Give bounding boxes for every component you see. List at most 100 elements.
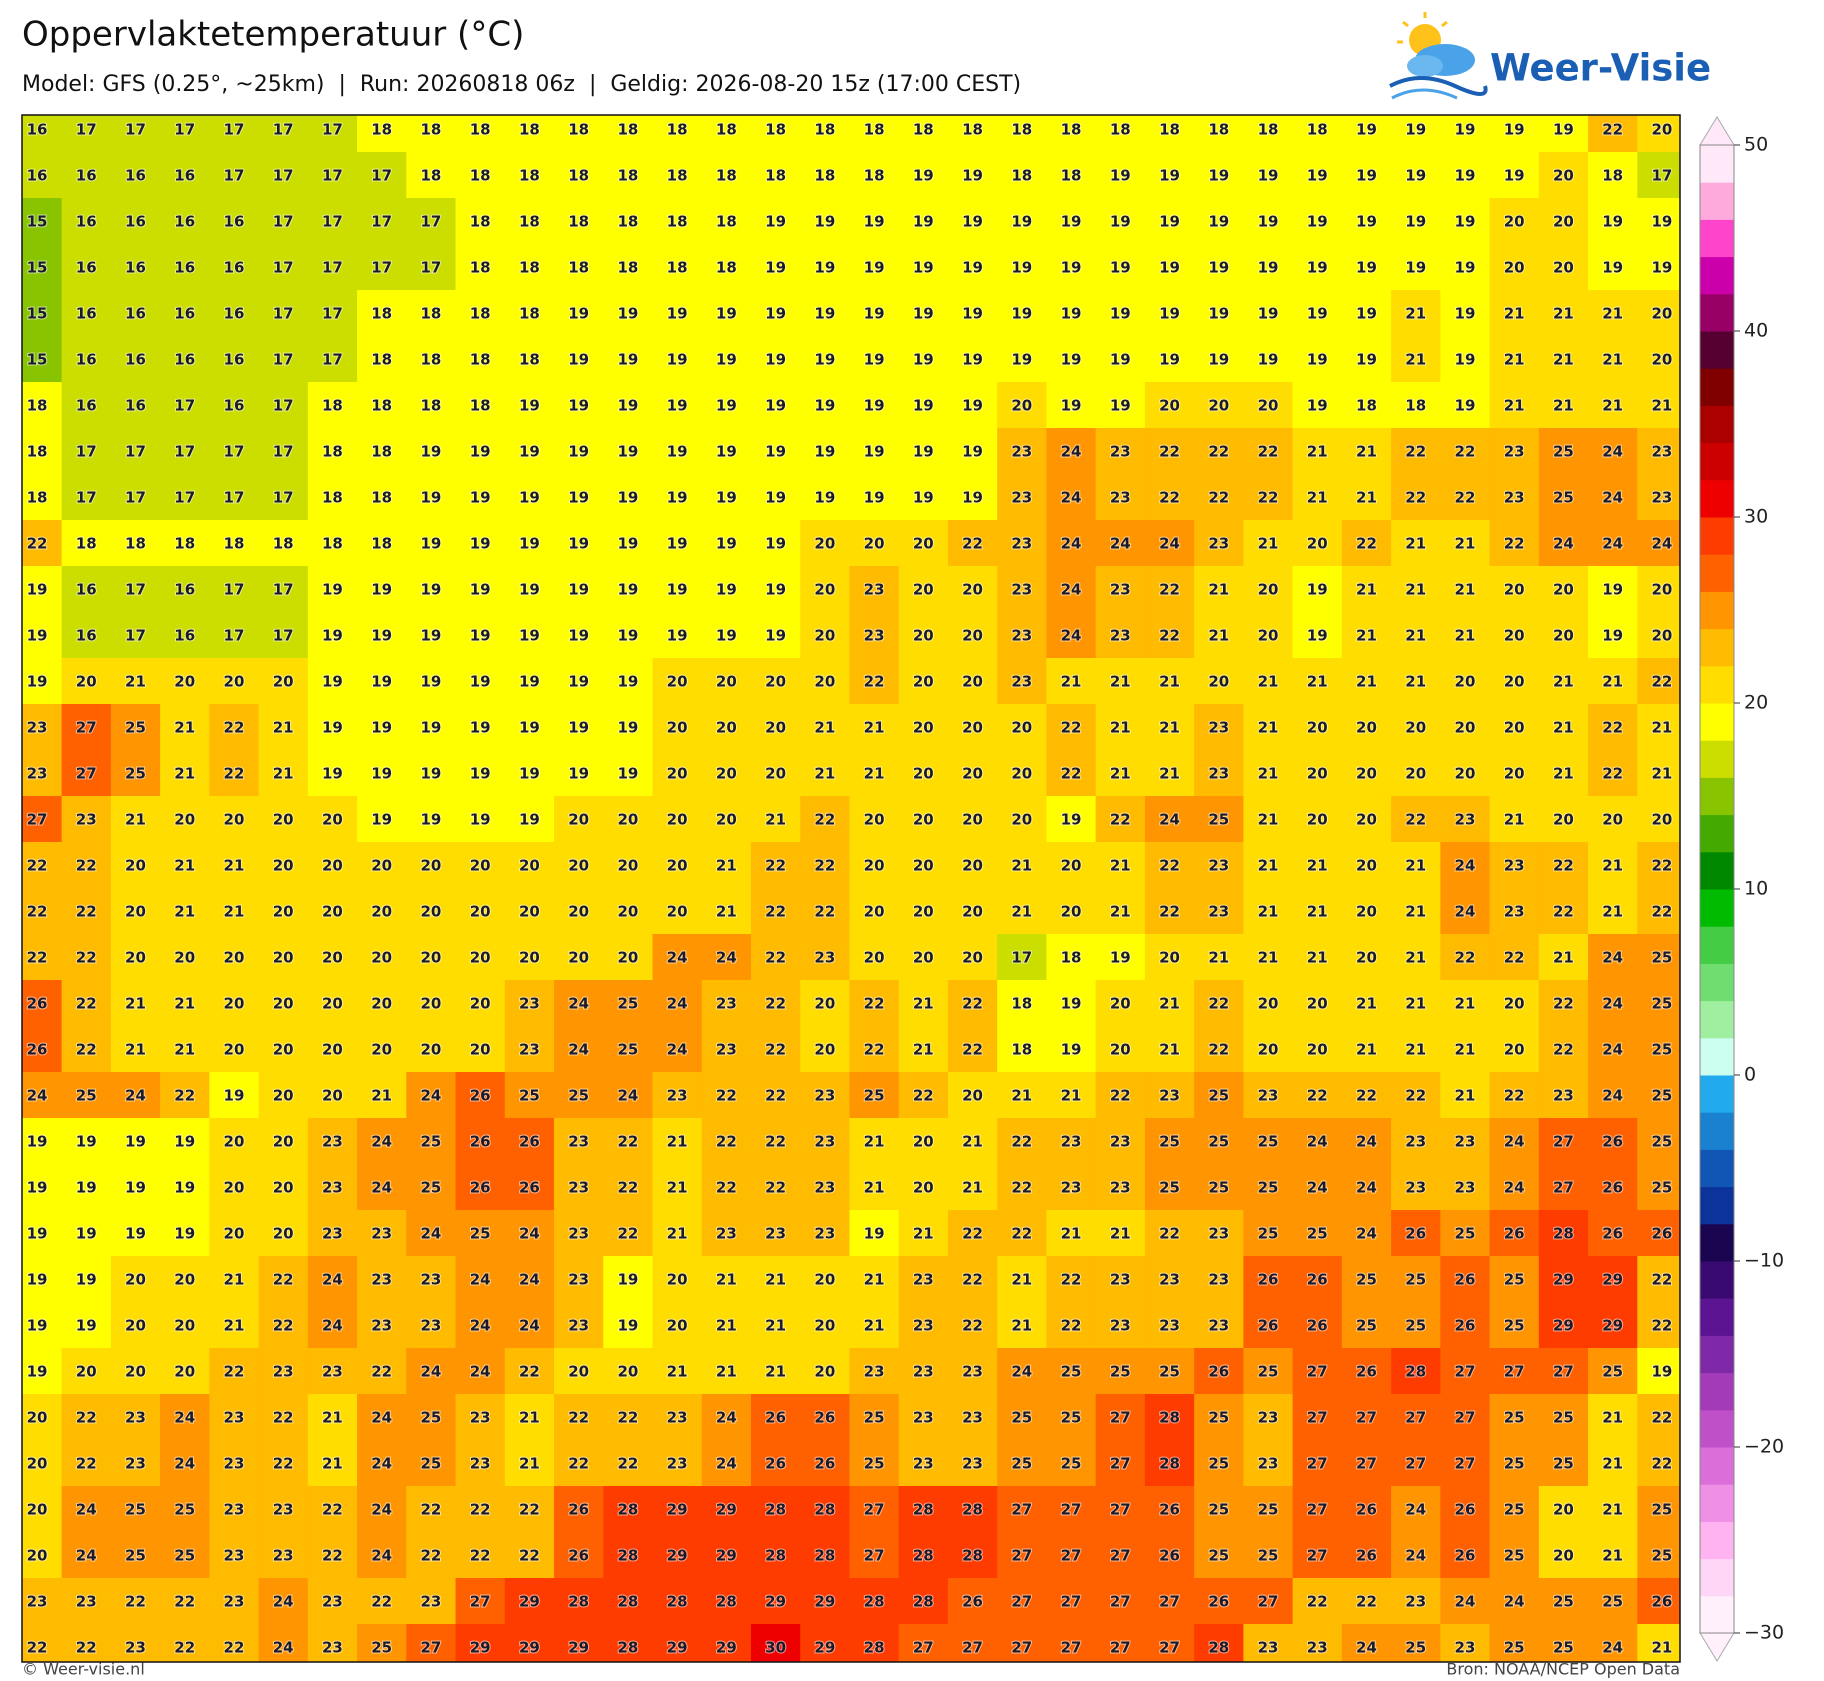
temperature-cell xyxy=(455,520,506,567)
temperature-label: 25 xyxy=(1258,1501,1279,1519)
temperature-cell xyxy=(652,1348,703,1395)
temperature-cell xyxy=(603,474,654,521)
temperature-label: 22 xyxy=(1553,1041,1574,1059)
temperature-cell xyxy=(1046,520,1097,567)
temperature-label: 19 xyxy=(617,627,638,645)
temperature-label: 19 xyxy=(1356,305,1377,323)
temperature-label: 26 xyxy=(1651,1593,1672,1611)
temperature-cell xyxy=(455,1440,506,1487)
temperature-label: 21 xyxy=(864,1133,885,1151)
temperature-label: 20 xyxy=(1258,1041,1279,1059)
temperature-cell xyxy=(406,934,457,981)
temperature-label: 21 xyxy=(1061,1087,1082,1105)
temperature-label: 20 xyxy=(1504,581,1525,599)
temperature-cell xyxy=(701,888,752,935)
temperature-cell xyxy=(1292,566,1343,613)
temperature-cell xyxy=(1144,842,1195,889)
temperature-cell xyxy=(849,1210,900,1257)
temperature-label: 27 xyxy=(1307,1547,1328,1565)
temperature-label: 19 xyxy=(27,1133,48,1151)
temperature-label: 21 xyxy=(1258,903,1279,921)
temperature-cell xyxy=(997,428,1048,475)
temperature-cell xyxy=(1243,934,1294,981)
temperature-label: 22 xyxy=(814,857,835,875)
temperature-label: 22 xyxy=(1159,857,1180,875)
temperature-cell xyxy=(357,1440,407,1487)
temperature-cell xyxy=(652,1440,703,1487)
temperature-cell xyxy=(898,1210,949,1257)
temperature-cell xyxy=(61,1532,112,1579)
temperature-cell xyxy=(504,750,555,797)
temperature-label: 26 xyxy=(1356,1501,1377,1519)
temperature-cell xyxy=(1391,1578,1441,1625)
footer-right: Bron: NOAA/NCEP Open Data xyxy=(1446,1660,1680,1679)
temperature-cell xyxy=(1588,1302,1638,1349)
temperature-label: 22 xyxy=(1159,1225,1180,1243)
temperature-cell xyxy=(1538,1578,1589,1625)
temperature-cell xyxy=(209,1072,260,1119)
temperature-label: 20 xyxy=(568,811,589,829)
colorbar-band xyxy=(1700,703,1734,741)
temperature-label: 29 xyxy=(667,1639,688,1657)
temperature-label: 18 xyxy=(322,397,343,415)
temperature-label: 26 xyxy=(1356,1547,1377,1565)
temperature-label: 27 xyxy=(1307,1501,1328,1519)
temperature-cell xyxy=(1440,1532,1491,1579)
temperature-label: 23 xyxy=(322,1363,343,1381)
temperature-label: 19 xyxy=(1208,259,1229,277)
temperature-cell xyxy=(1144,1118,1195,1165)
temperature-cell xyxy=(1144,1072,1195,1119)
temperature-label: 22 xyxy=(765,949,786,967)
temperature-label: 20 xyxy=(617,1363,638,1381)
temperature-label: 20 xyxy=(27,1547,48,1565)
temperature-cell xyxy=(898,474,949,521)
temperature-label: 19 xyxy=(1602,581,1623,599)
temperature-cell xyxy=(504,1072,555,1119)
temperature-cell xyxy=(1538,1348,1589,1395)
temperature-label: 27 xyxy=(1061,1547,1082,1565)
temperature-cell xyxy=(701,566,752,613)
temperature-label: 21 xyxy=(1602,1409,1623,1427)
temperature-cell xyxy=(22,888,63,935)
temperature-cell xyxy=(701,244,752,291)
temperature-label: 20 xyxy=(1405,765,1426,783)
temperature-cell xyxy=(455,290,506,337)
temperature-label: 27 xyxy=(1061,1593,1082,1611)
temperature-label: 20 xyxy=(1159,949,1180,967)
temperature-label: 19 xyxy=(420,535,441,553)
temperature-cell xyxy=(1538,1164,1589,1211)
temperature-label: 28 xyxy=(617,1501,638,1519)
temperature-cell xyxy=(1046,1118,1097,1165)
temperature-label: 17 xyxy=(371,167,392,185)
temperature-label: 28 xyxy=(913,1593,934,1611)
temperature-cell xyxy=(1341,1210,1392,1257)
temperature-cell xyxy=(209,796,260,843)
temperature-label: 18 xyxy=(420,121,441,139)
temperature-label: 19 xyxy=(962,443,983,461)
temperature-label: 26 xyxy=(814,1455,835,1473)
temperature-label: 18 xyxy=(470,305,491,323)
temperature-label: 23 xyxy=(1011,443,1032,461)
temperature-cell xyxy=(1588,1026,1638,1073)
temperature-label: 21 xyxy=(174,857,195,875)
temperature-cell xyxy=(504,290,555,337)
temperature-label: 25 xyxy=(1061,1409,1082,1427)
temperature-cell xyxy=(800,1164,851,1211)
temperature-label: 27 xyxy=(1307,1363,1328,1381)
temperature-label: 24 xyxy=(322,1271,343,1289)
temperature-label: 25 xyxy=(1602,1593,1623,1611)
temperature-label: 20 xyxy=(913,765,934,783)
temperature-cell xyxy=(1588,1348,1638,1395)
temperature-label: 22 xyxy=(814,903,835,921)
temperature-cell xyxy=(1538,520,1589,567)
temperature-label: 19 xyxy=(1061,259,1082,277)
temperature-label: 22 xyxy=(224,1639,245,1657)
temperature-cell xyxy=(1440,658,1491,705)
temperature-cell xyxy=(258,198,309,245)
temperature-cell xyxy=(110,474,161,521)
temperature-cell xyxy=(1489,1164,1540,1211)
temperature-cell xyxy=(61,1624,112,1662)
temperature-cell xyxy=(1391,612,1441,659)
temperature-label: 20 xyxy=(1553,1547,1574,1565)
